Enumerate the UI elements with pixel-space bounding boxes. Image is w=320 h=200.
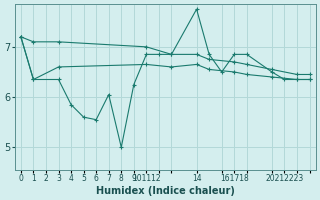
- X-axis label: Humidex (Indice chaleur): Humidex (Indice chaleur): [96, 186, 235, 196]
